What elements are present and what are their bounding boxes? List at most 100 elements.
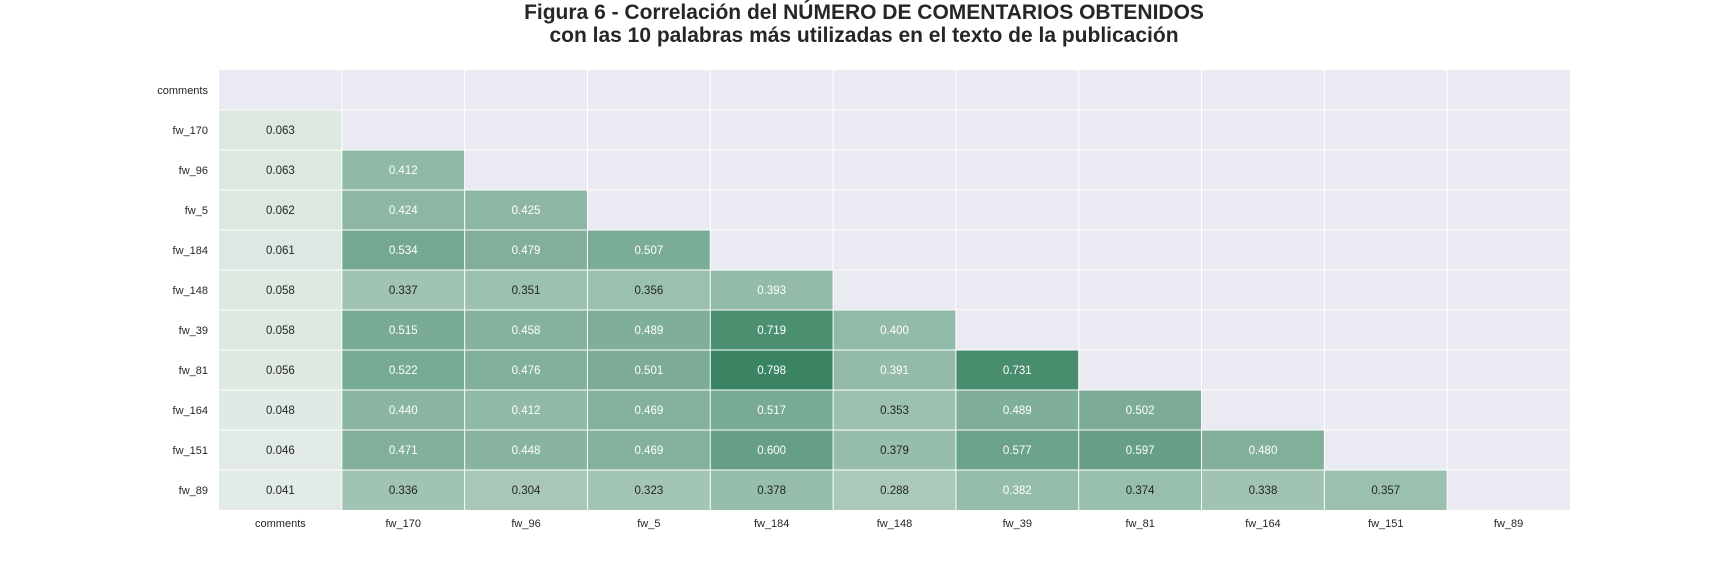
- cell-value-fw_164-fw_170: 0.440: [389, 405, 418, 417]
- cell-value-fw_148-fw_96: 0.351: [512, 285, 541, 297]
- cell-fw_170-comments: [219, 110, 342, 150]
- cell-value-fw_151-fw_5: 0.469: [634, 445, 663, 457]
- cell-fw_151-fw_5: [587, 430, 711, 470]
- cell-value-fw_148-fw_184: 0.393: [757, 285, 786, 297]
- cell-fw_96-comments: [219, 150, 342, 190]
- cell-fw_81-fw_39: [955, 350, 1079, 390]
- cell-fw_164-fw_39: [955, 390, 1079, 430]
- cell-value-fw_164-fw_5: 0.469: [634, 405, 663, 417]
- cell-fw_81-fw_184: [710, 350, 834, 390]
- y-tick-label-fw_96: fw_96: [179, 165, 208, 177]
- cell-value-fw_89-fw_96: 0.304: [512, 485, 541, 497]
- cell-value-fw_39-fw_170: 0.515: [389, 325, 418, 337]
- cell-fw_151-fw_164: [1201, 430, 1325, 470]
- y-tick-label-comments: comments: [157, 85, 208, 97]
- cell-fw_81-fw_5: [587, 350, 711, 390]
- x-tick-label-fw_148: fw_148: [877, 518, 912, 530]
- y-tick-label-fw_89: fw_89: [179, 485, 208, 497]
- cell-fw_148-comments: [219, 270, 342, 310]
- cell-fw_89-fw_170: [341, 470, 465, 510]
- x-tick-label-fw_81: fw_81: [1125, 518, 1154, 530]
- cell-value-fw_164-comments: 0.048: [266, 405, 295, 417]
- cell-value-fw_5-fw_170: 0.424: [389, 205, 418, 217]
- cell-fw_164-fw_184: [710, 390, 834, 430]
- cell-fw_151-fw_148: [833, 430, 956, 470]
- cell-value-fw_81-fw_96: 0.476: [512, 365, 541, 377]
- x-tick-label-fw_5: fw_5: [637, 518, 660, 530]
- cell-value-fw_148-fw_5: 0.356: [634, 285, 663, 297]
- y-tick-label-fw_148: fw_148: [173, 285, 208, 297]
- cell-value-fw_151-fw_39: 0.577: [1003, 445, 1032, 457]
- cell-value-fw_164-fw_184: 0.517: [757, 405, 786, 417]
- cell-value-fw_81-comments: 0.056: [266, 365, 295, 377]
- cell-fw_184-fw_96: [464, 230, 588, 270]
- cell-fw_81-comments: [219, 350, 342, 390]
- cell-value-fw_81-fw_39: 0.731: [1003, 365, 1032, 377]
- cell-value-fw_5-fw_96: 0.425: [512, 205, 541, 217]
- cell-fw_5-fw_170: [341, 190, 465, 230]
- cell-fw_39-fw_96: [464, 310, 588, 350]
- cell-value-fw_151-fw_81: 0.597: [1126, 445, 1155, 457]
- cell-fw_151-fw_184: [710, 430, 834, 470]
- cell-value-fw_81-fw_148: 0.391: [880, 365, 909, 377]
- cell-value-fw_89-fw_164: 0.338: [1249, 485, 1278, 497]
- cell-value-fw_184-fw_96: 0.479: [512, 245, 541, 257]
- y-tick-label-fw_184: fw_184: [173, 245, 208, 257]
- y-tick-label-fw_81: fw_81: [179, 365, 208, 377]
- cell-fw_151-fw_96: [464, 430, 588, 470]
- cell-value-fw_81-fw_5: 0.501: [634, 365, 663, 377]
- cell-fw_89-comments: [219, 470, 342, 510]
- chart-title: Figura 6 - Correlación del NÚMERO DE COM…: [0, 0, 1728, 47]
- cell-value-fw_151-fw_148: 0.379: [880, 445, 909, 457]
- x-tick-label-fw_89: fw_89: [1494, 518, 1523, 530]
- cell-fw_89-fw_5: [587, 470, 711, 510]
- cell-fw_164-comments: [219, 390, 342, 430]
- cell-fw_39-fw_5: [587, 310, 711, 350]
- cell-fw_184-fw_5: [587, 230, 711, 270]
- cell-value-fw_164-fw_96: 0.412: [512, 405, 541, 417]
- cell-value-fw_170-comments: 0.063: [266, 125, 295, 137]
- cell-value-fw_89-fw_81: 0.374: [1126, 485, 1155, 497]
- cell-fw_39-comments: [219, 310, 342, 350]
- cell-value-fw_184-fw_170: 0.534: [389, 245, 418, 257]
- cell-fw_164-fw_170: [341, 390, 465, 430]
- y-tick-label-fw_5: fw_5: [185, 205, 208, 217]
- x-tick-label-fw_164: fw_164: [1245, 518, 1280, 530]
- cell-value-fw_164-fw_39: 0.489: [1003, 405, 1032, 417]
- cell-fw_148-fw_170: [341, 270, 465, 310]
- cell-value-fw_39-fw_96: 0.458: [512, 325, 541, 337]
- cell-fw_151-fw_81: [1078, 430, 1202, 470]
- cell-value-fw_151-fw_184: 0.600: [757, 445, 786, 457]
- cell-fw_89-fw_81: [1078, 470, 1202, 510]
- heatmap-cells: 0.063 0.063 0.412 0.062 0.424 0.425 0.061 0.534…: [219, 110, 1448, 510]
- cell-value-fw_184-fw_5: 0.507: [634, 245, 663, 257]
- cell-value-fw_39-fw_184: 0.719: [757, 325, 786, 337]
- y-tick-label-fw_151: fw_151: [173, 445, 208, 457]
- cell-fw_151-fw_170: [341, 430, 465, 470]
- y-axis-tick-labels: comments fw_170 fw_96 fw_5 fw_184 fw_148 fw_39…: [157, 85, 208, 497]
- y-tick-label-fw_164: fw_164: [173, 405, 208, 417]
- cell-fw_148-fw_5: [587, 270, 711, 310]
- cell-value-fw_5-comments: 0.062: [266, 205, 295, 217]
- cell-value-fw_148-fw_170: 0.337: [389, 285, 418, 297]
- cell-fw_164-fw_148: [833, 390, 956, 430]
- cell-fw_184-comments: [219, 230, 342, 270]
- cell-value-fw_164-fw_81: 0.502: [1126, 405, 1155, 417]
- cell-value-fw_151-fw_164: 0.480: [1249, 445, 1278, 457]
- cell-value-fw_151-fw_170: 0.471: [389, 445, 418, 457]
- cell-value-fw_39-fw_5: 0.489: [634, 325, 663, 337]
- y-tick-label-fw_170: fw_170: [173, 125, 208, 137]
- cell-value-fw_89-fw_151: 0.357: [1371, 485, 1400, 497]
- cell-fw_151-comments: [219, 430, 342, 470]
- cell-fw_89-fw_151: [1324, 470, 1448, 510]
- cell-value-fw_96-comments: 0.063: [266, 165, 295, 177]
- cell-value-fw_148-comments: 0.058: [266, 285, 295, 297]
- cell-value-fw_81-fw_170: 0.522: [389, 365, 418, 377]
- x-tick-label-fw_170: fw_170: [385, 518, 420, 530]
- cell-fw_89-fw_184: [710, 470, 834, 510]
- cell-value-fw_151-fw_96: 0.448: [512, 445, 541, 457]
- cell-fw_5-comments: [219, 190, 342, 230]
- cell-fw_151-fw_39: [955, 430, 1079, 470]
- cell-fw_184-fw_170: [341, 230, 465, 270]
